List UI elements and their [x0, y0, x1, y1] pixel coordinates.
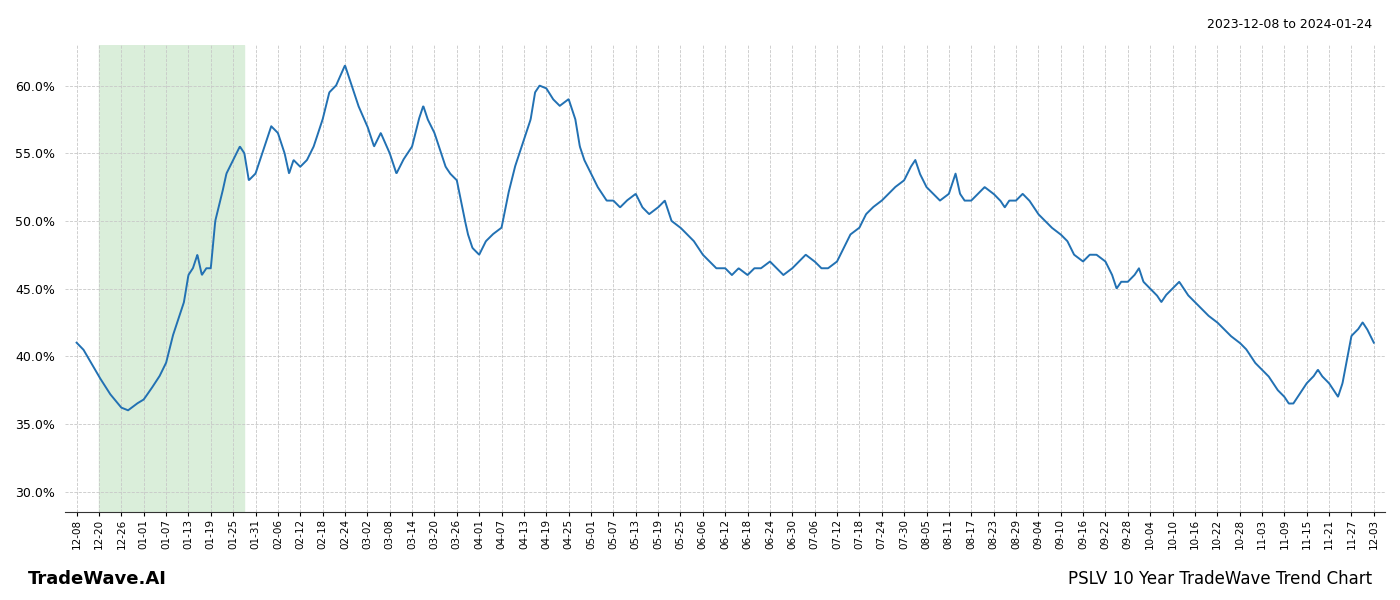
- Bar: [99, 45, 245, 512]
- Text: TradeWave.AI: TradeWave.AI: [28, 570, 167, 588]
- Text: PSLV 10 Year TradeWave Trend Chart: PSLV 10 Year TradeWave Trend Chart: [1068, 570, 1372, 588]
- Text: 2023-12-08 to 2024-01-24: 2023-12-08 to 2024-01-24: [1207, 18, 1372, 31]
